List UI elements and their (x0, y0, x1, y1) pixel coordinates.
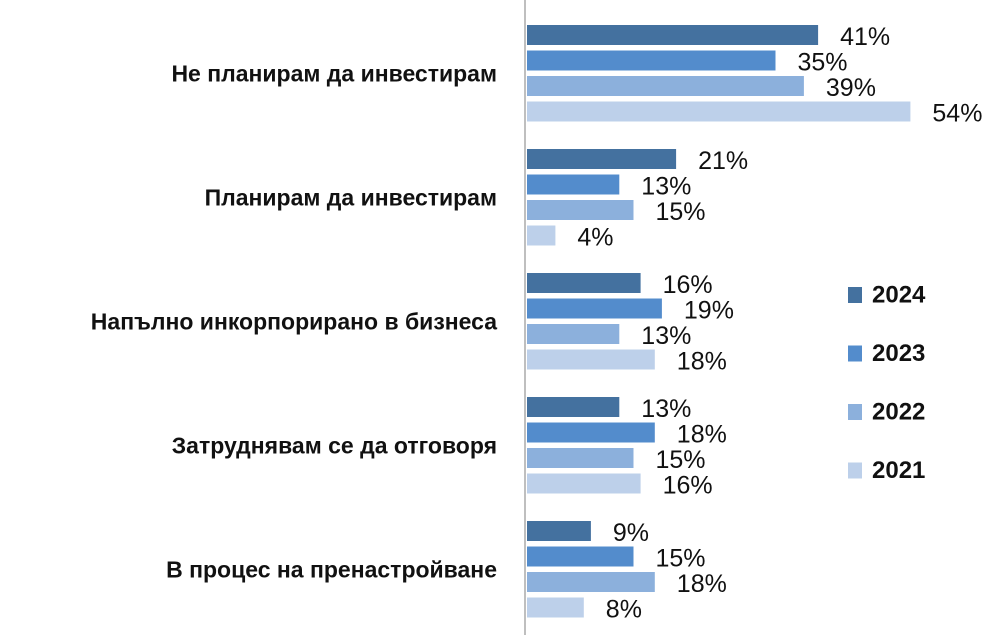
bar (527, 324, 620, 344)
legend: 2024 2023 2022 2021 (848, 282, 926, 484)
data-label: 13% (641, 173, 691, 201)
legend-swatch (848, 404, 862, 420)
data-label: 13% (641, 395, 691, 423)
data-label: 19% (684, 297, 734, 325)
legend-swatch (848, 462, 862, 479)
bar (527, 572, 655, 592)
bar (527, 349, 655, 370)
legend-swatch (848, 345, 862, 362)
bar (527, 521, 591, 541)
category-labels: Не планирам да инвестирам Планирам да инв… (91, 60, 497, 582)
bar (527, 50, 776, 71)
bar (527, 174, 620, 195)
bar (527, 273, 641, 293)
data-label: 16% (663, 271, 713, 299)
legend-label: 2022 (872, 399, 925, 426)
bar (527, 298, 662, 319)
data-label: 13% (641, 322, 691, 350)
bar (527, 101, 911, 122)
data-label: 8% (606, 596, 642, 624)
data-label: 18% (677, 348, 727, 376)
data-label: 4% (577, 224, 613, 252)
data-label: 15% (656, 198, 706, 226)
data-label: 9% (613, 519, 649, 547)
data-label: 39% (826, 74, 876, 102)
data-label: 15% (656, 545, 706, 573)
data-label: 18% (677, 421, 727, 449)
data-label: 35% (798, 49, 848, 77)
legend-swatch (848, 287, 862, 303)
category-label: Напълно инкорпорирано в бизнеса (91, 308, 497, 334)
category-label: Планирам да инвестирам (205, 184, 497, 210)
data-label: 16% (663, 472, 713, 500)
category-label: Не планирам да инвестирам (171, 60, 497, 86)
bar (527, 225, 556, 246)
bar (527, 448, 634, 468)
bar (527, 473, 641, 494)
bar (527, 76, 804, 96)
legend-label: 2023 (872, 340, 925, 367)
bar (527, 25, 819, 45)
bar (527, 200, 634, 220)
legend-label: 2021 (872, 457, 925, 484)
category-label: Затруднявам се да отговоря (172, 432, 497, 458)
bar (527, 546, 634, 567)
data-label: 21% (698, 147, 748, 175)
legend-label: 2024 (872, 282, 926, 309)
bar (527, 597, 584, 618)
bar (527, 397, 620, 417)
bar (527, 422, 655, 443)
data-label: 54% (932, 100, 982, 128)
data-labels: 41%35%39%54%21%13%15%4%16%19%13%18%13%18… (577, 23, 982, 624)
category-label: В процес на пренастройване (166, 556, 497, 582)
bar (527, 149, 677, 169)
data-label: 18% (677, 570, 727, 598)
data-label: 41% (840, 23, 890, 51)
bars (527, 25, 911, 618)
data-label: 15% (656, 446, 706, 474)
